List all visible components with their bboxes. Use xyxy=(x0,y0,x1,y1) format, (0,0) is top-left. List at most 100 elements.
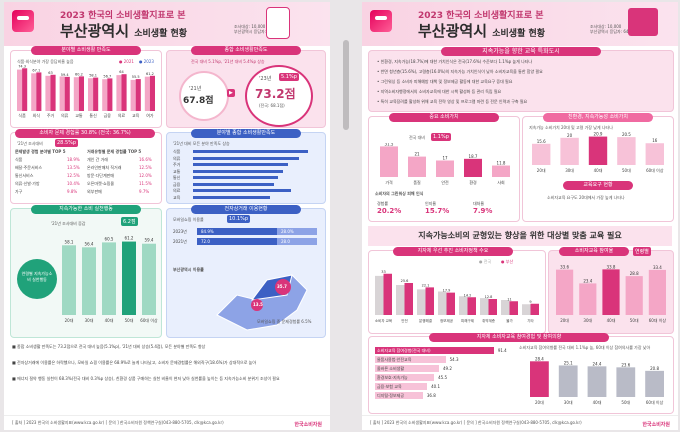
sat-bar-2021 xyxy=(31,73,37,111)
practice-chart: 33 소비자 교육 25.6 안전 22.1 분쟁해결 17.9 정보제공 14.2 피해구제 12… xyxy=(375,270,539,323)
overall-21-val: 67.8점 xyxy=(183,96,214,106)
summary-bullet: ■ 종합 소비생활 만족도는 73.2점으로 전국 대비 높음(5.1%p), … xyxy=(12,344,206,349)
loyalty-label: 의류 xyxy=(173,155,181,161)
sat-bar-2021 xyxy=(59,76,65,111)
value-value-label: 11.8 xyxy=(497,161,506,166)
summary-bullet: ■ 에너지 절약 행동 실천이 68.3%(전국 대비 0.3%p 상승), 친… xyxy=(12,376,280,381)
sat-bar-2023 xyxy=(22,68,28,111)
sustain-badge: 6.2점 xyxy=(121,217,138,226)
greenwash-value: 15.7% xyxy=(425,207,450,215)
ecom-bar-main: 72.0 xyxy=(197,238,277,245)
age-bar xyxy=(560,137,579,165)
legend-2023: ● 2023 xyxy=(139,59,154,64)
local-age-bar xyxy=(645,370,664,397)
summary-bullet: ■ 전자상거래에 이용률은 하락했으나, 모바일 쇼핑 이용률은 68.9%로 … xyxy=(12,360,257,365)
value-bar xyxy=(436,160,454,177)
map-label: 부산광역시 이용률 xyxy=(173,267,204,272)
practice-tick-label: 물가 xyxy=(506,318,513,323)
local-label: 환경보호·지속가능 xyxy=(377,375,408,380)
edu-rate-value-label: 33.8 xyxy=(607,264,616,269)
loyalty-title: 분야별 종합 소비생활만족도 xyxy=(191,129,301,138)
survey-meta: 조사대상: 10,000 부산광역시 응답자: 640 xyxy=(234,24,275,34)
sat-tick-label: 의료 xyxy=(118,112,126,118)
local-age-tick-label: 30대 xyxy=(564,399,573,405)
sat-bar-2023 xyxy=(93,77,99,111)
loyalty-label: 교육 xyxy=(173,194,181,200)
footer: [ 출처 ] 2023 한국의 소비생활지표(www.kca.go.kr) [ … xyxy=(4,415,330,430)
age-tick-label: 30대 xyxy=(565,167,574,173)
problem-prev-badge: 28.5%p xyxy=(55,139,79,147)
age-value-label: 15.6 xyxy=(537,139,546,144)
loyalty-bar xyxy=(193,163,289,166)
sat-tick-label: 의류 xyxy=(61,112,69,118)
value-tick-label: 환경 xyxy=(469,179,477,185)
loyalty-label: 의료 xyxy=(173,188,181,193)
loyalty-label: 식품 xyxy=(173,149,181,154)
practice-legend-nat: ● 전국 xyxy=(479,259,492,264)
local-age-bar xyxy=(587,366,607,397)
practice-bar-national xyxy=(375,275,384,315)
report-page-1: 2023 한국의 소비생활지표로 본 부산광역시 소비생활 현황 조사대상: 1… xyxy=(4,2,330,430)
map-value-2: 13.5 xyxy=(253,302,263,307)
edu-rate-value-label: 33.4 xyxy=(653,265,662,270)
age-bar xyxy=(532,143,551,165)
practice-value-label: 9 xyxy=(529,300,531,304)
value-sub: 전국 대비 xyxy=(409,135,425,140)
local-value: 91.4 xyxy=(497,348,507,353)
practice-tick-label: 정보제공 xyxy=(440,318,454,323)
problem-right-val: 12.0% xyxy=(139,173,152,178)
ecom-bar-main: 84.9% xyxy=(197,228,277,235)
sustain-tick-label: 40대 xyxy=(105,317,114,323)
sat-bar-2023 xyxy=(135,79,141,111)
satisfaction-title: 분야별 소비생활 만족도 xyxy=(31,46,141,55)
busan-map xyxy=(216,274,308,331)
problem-right-row: 외부판매 xyxy=(87,189,102,194)
sustain-chart: 58.1 20대 56.4 30대 60.5 40대 61.2 50대 59.4 60대 이상 xyxy=(62,236,158,323)
greenwash-title: 소비자의 그린워싱 피해 인식 xyxy=(375,191,424,196)
local-age-value-label: 28.4 xyxy=(535,356,544,361)
problem-left-row: 가구 xyxy=(15,189,23,194)
sat-bar-2021 xyxy=(102,79,108,111)
age-value-sub: 지속가능 소비가치 20대 및 고령 가장 낮게 나타나 xyxy=(529,125,613,130)
ecom-year: 2021년 xyxy=(173,239,187,244)
local-label: 물품사용법·안전교육 xyxy=(377,357,412,362)
problem-prev-label: '21년 조사대비 xyxy=(17,141,43,146)
edu-rate-tick-label: 60대 이상 xyxy=(649,317,667,323)
value-bar xyxy=(408,156,426,177)
practice-value-label: 22.1 xyxy=(422,283,430,287)
practice-bar-busan xyxy=(488,299,497,315)
practice-bar-busan xyxy=(509,301,518,315)
edu-rate-tick-label: 30대 xyxy=(583,317,592,323)
sustain-sub: '21년 조사대비 증감 xyxy=(51,221,86,226)
scrollbar-thumb[interactable] xyxy=(343,40,349,130)
age-bar xyxy=(645,143,664,165)
greenwash-value: 7.9% xyxy=(473,207,493,215)
practice-bar-busan xyxy=(383,273,392,315)
local-age-tick-label: 40대 xyxy=(593,399,602,405)
satisfaction-sub: 식품·외식분야 가장 응답비율 높음 xyxy=(17,59,74,64)
age-tick-label: 60대 이상 xyxy=(646,167,664,173)
value-tick-label: 사회 xyxy=(497,179,505,185)
practice-bar-national xyxy=(522,304,531,315)
age-value-label: 20.9 xyxy=(594,132,603,137)
survey-meta-2: 조사대상: 10,000 부산광역시 응답자: 640 xyxy=(590,24,631,34)
sat-bar-2023 xyxy=(149,75,155,111)
loyalty-bar xyxy=(193,176,279,179)
age-bar xyxy=(588,136,608,165)
greenwash-label: 대처율 xyxy=(473,201,485,206)
sustain-value-label: 56.4 xyxy=(85,241,94,246)
overall-national: (전국: 68.1점) xyxy=(259,103,285,108)
sat-bar-2023 xyxy=(36,72,42,111)
sat-value-label: 64 xyxy=(119,70,124,74)
problem-right-row: 오픈마켓·쇼핑몰 xyxy=(87,181,115,186)
overall-23-badge: 5.1%p xyxy=(279,73,299,81)
age-bar xyxy=(617,137,636,165)
scrollbar[interactable] xyxy=(335,0,357,432)
balance-title: 지속가능소비의 균형있는 향상을 위한 대상별 맞춤 교육 필요 xyxy=(418,231,622,240)
ecommerce-panel: 전자상거래 이용현황 모바일쇼핑 이용률 10.1%p 35.7 13.5 부산… xyxy=(166,205,326,338)
local-label: 금융·보험 교육 xyxy=(377,384,402,389)
sat-value-label: 61.2 xyxy=(146,72,154,76)
practice-bar-national xyxy=(501,300,510,315)
sat-tick-label: 주거 xyxy=(47,112,55,118)
local-label: 올바른 소비생활 xyxy=(377,366,405,371)
